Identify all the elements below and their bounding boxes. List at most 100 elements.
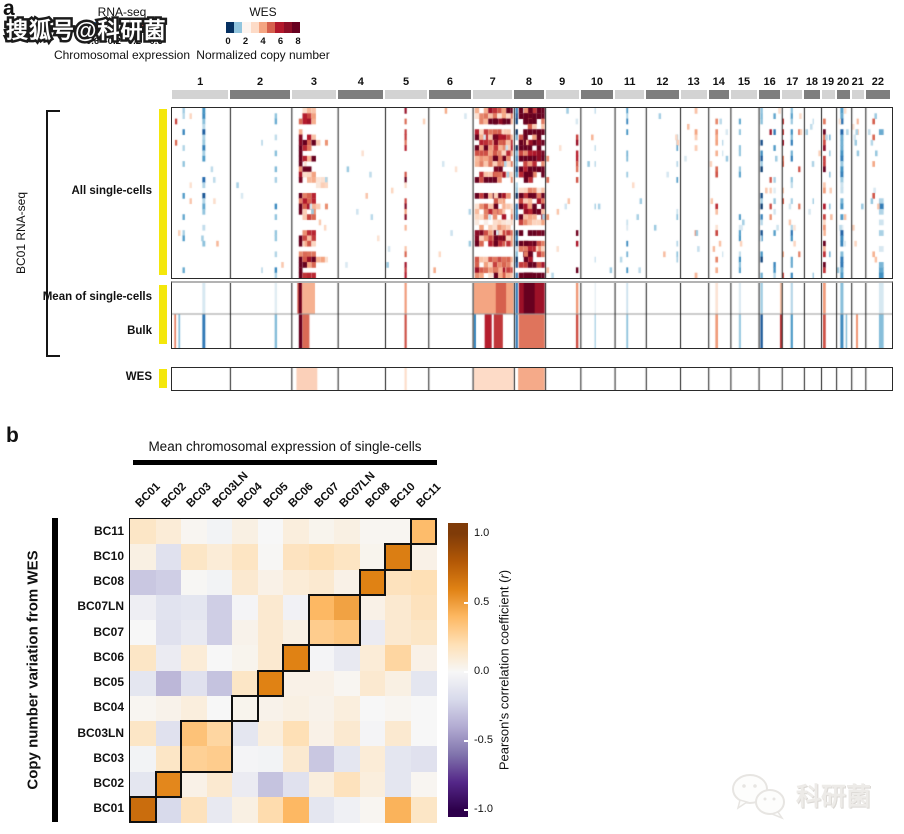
correlation-cell-BC03LN-BC10 [385,721,411,747]
rna-colorbar-ticks: -0.6 -0.2 0.2 0.6 [83,36,163,47]
diagonal-highlight-box [154,770,182,798]
chromosome-band-22 [865,90,890,99]
chromosome-label-7: 7 [489,76,496,88]
chromosome-label-11: 11 [623,76,636,88]
rna-colorbar-segment [126,22,133,33]
correlation-cell-BC06-BC08 [359,645,386,671]
chromosome-band-21 [851,90,864,99]
chromosome-label-19: 19 [821,76,835,88]
correlation-cell-BC07LN-BC11 [410,594,437,621]
chromosome-band-12 [646,90,679,99]
panel-b-column-label-BC07: BC07 [312,480,342,510]
correlation-cell-BC07LN-BC10 [385,594,411,621]
correlation-cell-BC04-BC07 [308,695,335,722]
chromosome-label-17: 17 [786,76,799,88]
single-cells-yellow-bar [159,109,167,275]
correlation-cell-BC03LN-BC04 [232,721,258,747]
correlation-cell-BC03LN-BC07 [308,721,335,747]
row-label-bulk: Bulk [127,325,152,337]
correlation-cell-BC01-BC08 [359,796,386,823]
pearson-tick-mark [464,671,468,673]
correlation-cell-BC08-BC04 [232,569,258,596]
correlation-cell-BC01-BC04 [232,796,258,823]
chromosome-band-row [171,90,893,99]
correlation-cell-BC08-BC07 [308,569,335,596]
correlation-cell-BC01-BC06 [283,796,309,823]
chromosome-band-3 [291,90,337,99]
diagonal-highlight-box [282,644,310,672]
panel-b-column-label-BC02: BC02 [159,480,189,510]
correlation-cell-BC03-BC04 [232,746,258,772]
chromosome-label-12: 12 [656,76,669,88]
panel-b-row-label-BC03: BC03 [93,750,124,765]
correlation-cell-BC06-BC02 [155,645,182,671]
correlation-cell-BC07-BC07LN [334,620,360,646]
correlation-cell-BC07LN-BC04 [232,594,258,621]
correlation-cell-BC11-BC10 [385,519,411,545]
correlation-cell-BC02-BC03 [181,771,207,798]
correlation-cell-BC04-BC11 [410,695,437,722]
panel-b-label: b [6,424,19,447]
chromosome-band-19 [821,90,835,99]
wechat-logo-icon [732,774,785,820]
panel-b-column-title-bar [133,460,437,465]
pearson-colorbar [448,523,468,817]
chromosome-band-5 [385,90,427,99]
rna-colorbar-segment [84,22,91,33]
rna-colorbar-segment [119,22,126,33]
rna-legend-title: RNA-seq [97,5,147,19]
correlation-cell-BC03LN-BC01 [130,721,156,747]
pearson-tick--1.0: -1.0 [474,803,493,815]
correlation-cell-BC05-BC04 [232,670,258,697]
wes-tick: 4 [260,36,266,47]
correlation-cell-BC06-BC07LN [334,645,360,671]
correlation-cell-BC03-BC05 [257,746,284,772]
wes-tick: 8 [295,36,301,47]
correlation-cell-BC10-BC05 [257,544,284,570]
wes-yellow-bar [159,369,167,388]
wes-legend-title: WES [249,5,277,19]
correlation-cell-BC04-BC04 [232,695,258,722]
correlation-cell-BC08-BC06 [283,569,309,596]
correlation-cell-BC07LN-BC01 [130,594,156,621]
wes-colorbar-segment [234,22,243,33]
panel-b-column-label-BC05: BC05 [261,480,291,510]
correlation-cell-BC05-BC07LN [334,670,360,697]
correlation-cell-BC10-BC07LN [334,544,360,570]
correlation-cell-BC11-BC11 [410,519,437,545]
correlation-cell-BC03-BC01 [130,746,156,772]
panel-b-row-label-BC03LN: BC03LN [77,725,124,740]
wes-colorbar [226,22,300,33]
correlation-cell-BC07-BC07 [308,620,335,646]
wes-colorbar-segment [226,22,235,33]
chromosome-band-20 [836,90,850,99]
panel-b-row-title-bar [52,518,58,822]
correlation-cell-BC04-BC02 [155,695,182,722]
rna-legend-label: Chromosomal expression [53,48,191,62]
correlation-cell-BC05-BC02 [155,670,182,697]
correlation-cell-BC08-BC03LN [206,569,233,596]
rna-colorbar-segment [154,22,161,33]
rna-colorbar-segment [133,22,140,33]
pearson-label-italic-r: r [496,574,512,579]
correlation-cell-BC01-BC03 [181,796,207,823]
correlation-cell-BC07LN-BC06 [283,594,309,621]
correlation-cell-BC04-BC06 [283,695,309,722]
correlation-cell-BC07-BC11 [410,620,437,646]
pearson-tick-mark [464,602,468,604]
correlation-cell-BC01-BC07 [308,796,335,823]
correlation-cell-BC01-BC11 [410,796,437,823]
panel-b-column-title: Mean chromosomal expression of single-ce… [148,439,422,454]
chromosome-band-13 [680,90,707,99]
pearson-colorbar-label: Pearson's correlation coefficient (r) [497,570,512,770]
panel-b-row-label-BC06: BC06 [93,649,124,664]
correlation-cell-BC07LN-BC03LN [206,594,233,621]
all-single-cells-heatmap [171,107,893,279]
correlation-cell-BC11-BC01 [130,519,156,545]
chromosome-band-1 [172,90,229,99]
row-label-all-single-cells: All single-cells [71,185,152,197]
correlation-cell-BC04-BC05 [257,695,284,722]
chromosome-band-18 [804,90,820,99]
correlation-cell-BC03LN-BC03LN [206,721,233,747]
correlation-cell-BC08-BC11 [410,569,437,596]
